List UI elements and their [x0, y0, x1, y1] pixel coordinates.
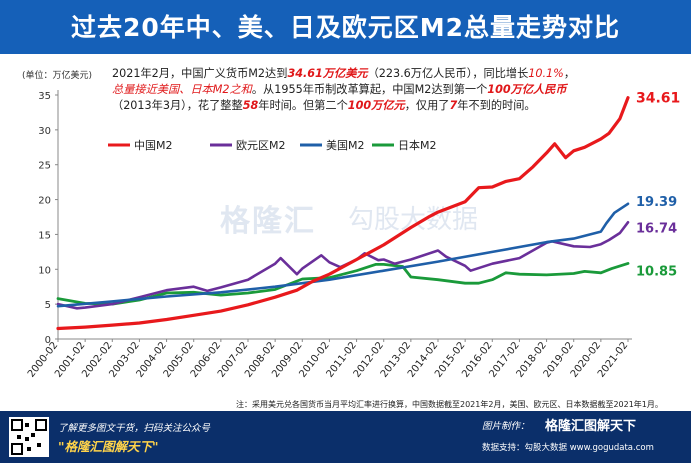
watermark-logo: 格隆汇 — [220, 204, 316, 239]
annotation-text: 2021年2月，中国广义货币M2达到34.61万亿美元（223.6万亿人民币），… — [112, 67, 576, 112]
y-tick-label: 5 — [45, 300, 51, 311]
footer-maker-brand: 格隆汇图解天下 — [545, 419, 637, 434]
y-tick-label: 0 — [45, 335, 51, 346]
legend-label-euro: 欧元区M2 — [236, 139, 286, 152]
y-tick-label: 10 — [38, 265, 51, 276]
series-line-us — [56, 202, 630, 308]
end-label-china: 34.61 — [636, 91, 680, 107]
end-label-japan: 10.85 — [636, 264, 677, 279]
footer-maker-label: 图片制作： — [482, 421, 530, 432]
footer-data-support: 数据支持：勾股大数据 www.gogudata.com — [482, 443, 654, 453]
chart-title: 过去20年中、美、日及欧元区M2总量走势对比 — [70, 13, 621, 42]
footer-account-name: "格隆汇图解天下" — [58, 439, 159, 454]
legend-label-us: 美国M2 — [326, 139, 365, 152]
chart-area: 051015202530352000-022001-022002-022003-… — [26, 90, 680, 380]
series-line-china — [56, 96, 630, 331]
y-tick-label: 15 — [38, 230, 51, 241]
watermark-logo-2: 勾股大数据 — [348, 205, 479, 235]
footer-bar — [0, 411, 691, 463]
header-bar — [0, 0, 691, 54]
series-line-japan — [56, 261, 630, 306]
legend-label-japan: 日本M2 — [398, 138, 437, 152]
y-tick-label: 35 — [38, 91, 51, 102]
y-unit-label: (单位：万亿美元) — [22, 71, 93, 81]
qr-code-icon — [9, 417, 49, 457]
legend-label-china: 中国M2 — [134, 139, 173, 152]
end-label-euro: 16.74 — [636, 221, 677, 236]
footer-promo-text: 了解更多图文干货，扫码关注公众号 — [58, 423, 211, 434]
y-tick-label: 20 — [38, 196, 51, 207]
y-tick-label: 25 — [38, 161, 51, 172]
source-note: 注：采用美元兑各国货币当月平均汇率进行换算，中国数据截至2021年2月，美国、欧… — [236, 400, 663, 409]
y-tick-label: 30 — [38, 126, 51, 137]
end-label-us: 19.39 — [636, 195, 677, 210]
